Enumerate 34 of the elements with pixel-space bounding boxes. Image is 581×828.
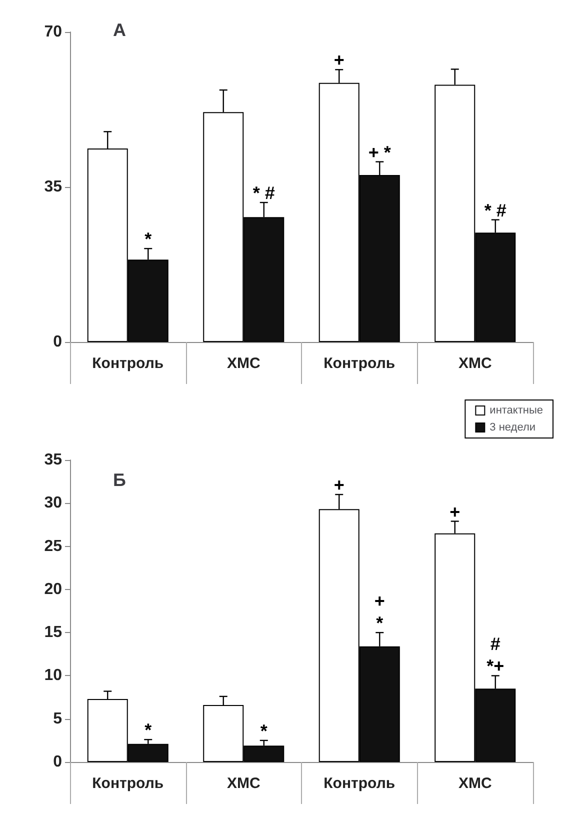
x-tick-label: Контроль — [92, 355, 164, 372]
data-label: * — [144, 720, 152, 740]
x-tick-label: ХМС — [458, 355, 492, 372]
legend-label: интактные — [490, 404, 544, 416]
data-label: * # — [252, 183, 275, 203]
legend-label: 3 недели — [490, 422, 536, 434]
y-tick-label: 35 — [44, 452, 62, 468]
y-tick-label: 0 — [53, 334, 62, 350]
data-label: * — [260, 720, 268, 741]
data-label: + — [450, 502, 460, 522]
data-label: + * — [368, 142, 391, 162]
data-label: * # — [484, 200, 506, 220]
x-tick-label: ХМС — [458, 775, 492, 792]
x-tick-label: Контроль — [324, 775, 396, 792]
data-label: * — [144, 229, 152, 250]
y-tick-label: 0 — [53, 754, 62, 770]
y-tick-label: 70 — [44, 24, 62, 40]
x-tick-label: ХМС — [226, 775, 260, 792]
y-tick-label: 10 — [44, 667, 62, 684]
data-label: + * — [374, 591, 385, 634]
y-tick-label: 5 — [53, 710, 62, 728]
x-tick-label: Контроль — [92, 775, 164, 792]
data-label: + — [334, 475, 344, 496]
y-tick-label: 20 — [44, 580, 62, 598]
y-tick-label: 35 — [44, 178, 62, 196]
text: Б — [113, 470, 126, 490]
y-tick-label: 30 — [44, 494, 62, 512]
x-tick-label: ХМС — [226, 355, 260, 372]
y-tick-label: 25 — [44, 538, 62, 555]
y-tick-label: 15 — [44, 624, 62, 642]
chart-title: А — [113, 20, 126, 40]
data-label: + — [334, 50, 344, 70]
x-tick-label: Контроль — [324, 355, 396, 372]
data-label: # *+ — [486, 634, 504, 676]
